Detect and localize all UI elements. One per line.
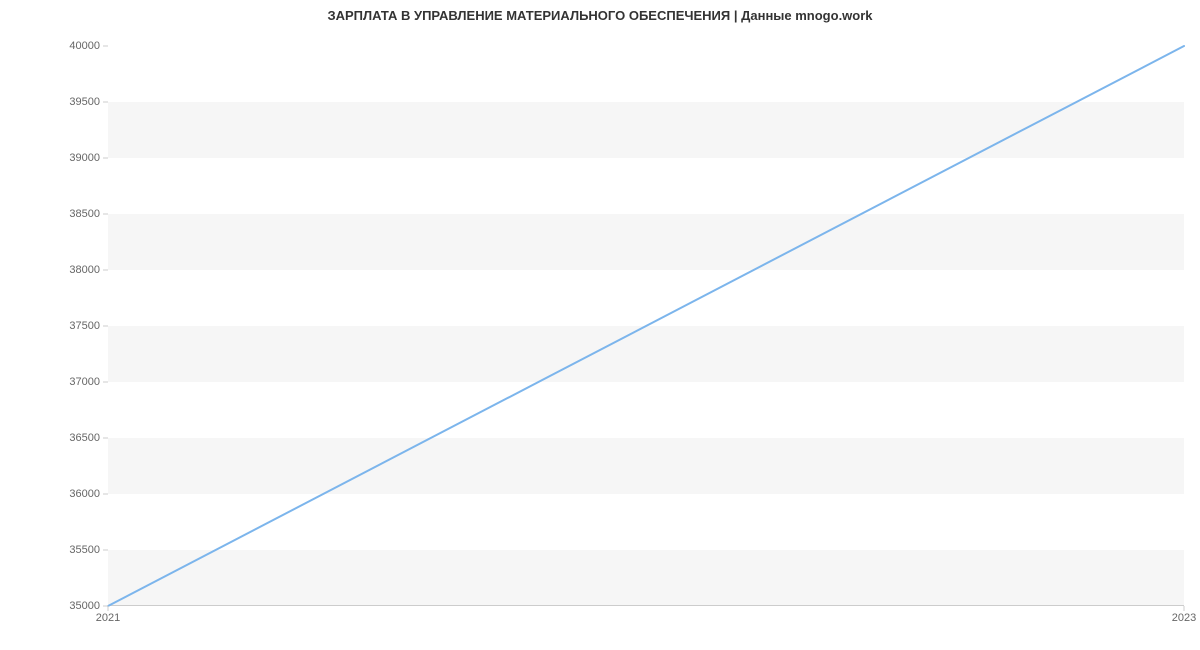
y-tick-label: 40000 [69,40,100,52]
y-tick-mark [103,550,108,551]
y-tick-label: 39500 [69,96,100,108]
y-tick-label: 36500 [69,432,100,444]
x-tick-mark [1184,606,1185,611]
y-tick-label: 38000 [69,264,100,276]
y-tick-mark [103,270,108,271]
y-tick-label: 36000 [69,488,100,500]
y-tick-mark [103,326,108,327]
y-tick-label: 35000 [69,600,100,612]
line-layer [108,46,1184,606]
x-tick-mark [108,606,109,611]
y-tick-mark [103,158,108,159]
x-tick-label: 2023 [1172,612,1196,624]
y-tick-mark [103,102,108,103]
chart-title: ЗАРПЛАТА В УПРАВЛЕНИЕ МАТЕРИАЛЬНОГО ОБЕС… [0,8,1200,23]
y-tick-label: 39000 [69,152,100,164]
y-tick-mark [103,494,108,495]
y-tick-mark [103,382,108,383]
y-tick-mark [103,438,108,439]
x-tick-label: 2021 [96,612,120,624]
plot-area: 3500035500360003650037000375003800038500… [108,46,1184,606]
y-tick-label: 37000 [69,376,100,388]
y-tick-mark [103,46,108,47]
line-chart: ЗАРПЛАТА В УПРАВЛЕНИЕ МАТЕРИАЛЬНОГО ОБЕС… [0,0,1200,650]
y-tick-label: 35500 [69,544,100,556]
y-tick-label: 37500 [69,320,100,332]
y-tick-label: 38500 [69,208,100,220]
y-tick-mark [103,214,108,215]
series-line-salary [108,46,1184,606]
